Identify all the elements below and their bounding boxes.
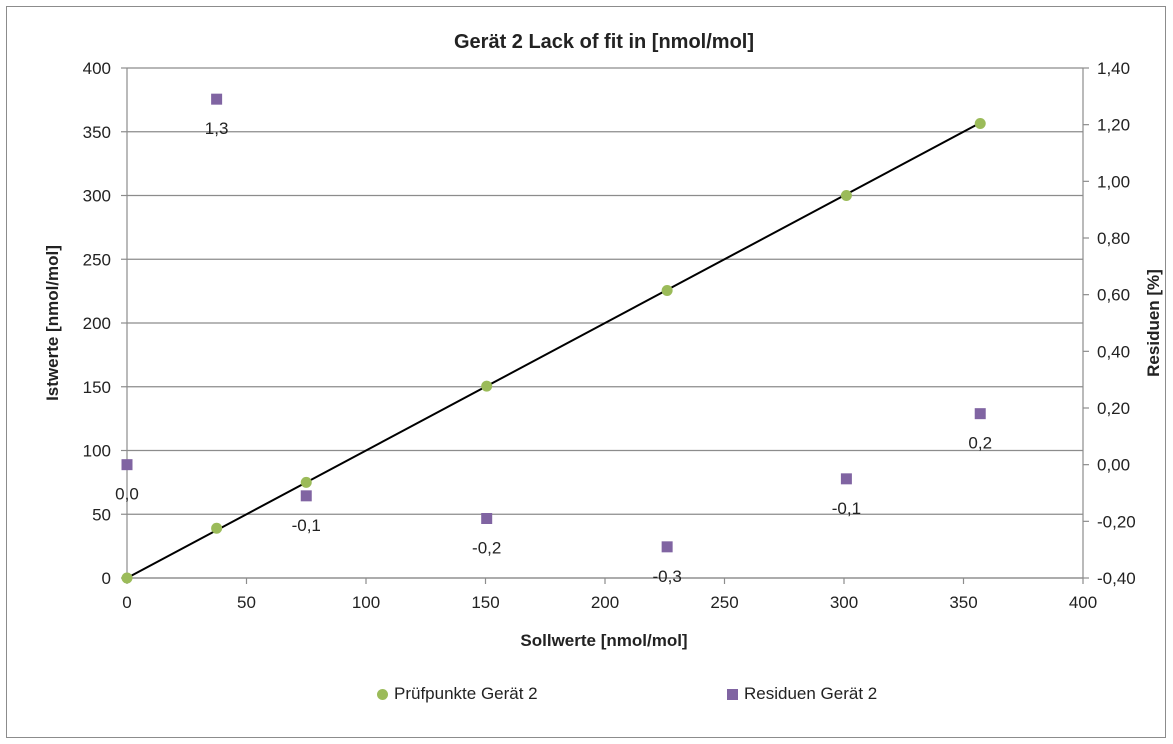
y2-tick-label: -0,20 [1097, 512, 1136, 531]
y-tick-label: 300 [83, 187, 111, 206]
point-pruefpunkte [300, 476, 312, 488]
y2-tick-label: 1,00 [1097, 172, 1130, 191]
y2-tick-label: -0,40 [1097, 569, 1136, 588]
x-tick-label: 150 [471, 593, 499, 612]
y2-tick-label: 0,00 [1097, 456, 1130, 475]
data-label-residuen: -0,3 [652, 567, 681, 586]
y-tick-label: 0 [102, 569, 111, 588]
x-tick-label: 350 [949, 593, 977, 612]
point-pruefpunkte [661, 284, 673, 296]
x-tick-label: 100 [352, 593, 380, 612]
point-pruefpunkte [840, 190, 852, 201]
point-pruefpunkte [481, 380, 493, 392]
fit-line [126, 121, 981, 579]
data-label-residuen: -0,2 [472, 539, 501, 558]
data-label-residuen: -0,1 [832, 499, 861, 518]
y-tick-label: 350 [83, 123, 111, 142]
chart-title: Gerät 2 Lack of fit in [nmol/mol] [454, 31, 754, 53]
point-pruefpunkte [211, 522, 223, 534]
x-tick-label: 400 [1069, 593, 1097, 612]
y-axis-title: Istwerte [nmol/mol] [43, 245, 62, 401]
y2-tick-label: 0,20 [1097, 399, 1130, 418]
point-pruefpunkte [974, 117, 986, 129]
data-label-residuen: -0,1 [292, 516, 321, 535]
y2-axis-title: Residuen [%] [1144, 269, 1163, 377]
y2-tick-label: 0,60 [1097, 286, 1130, 305]
point-residuen [974, 408, 986, 420]
point-residuen [840, 473, 852, 485]
point-residuen [121, 459, 133, 471]
y-tick-label: 50 [92, 505, 111, 524]
point-residuen [211, 93, 223, 105]
legend-square-marker [727, 688, 738, 700]
y-tick-label: 100 [83, 442, 111, 461]
legend-item-residuen: Residuen Gerät 2 [727, 684, 877, 704]
data-label-residuen: 0,0 [115, 485, 139, 504]
label-layer: 0,0 1,3 -0,1 -0,2 -0,3 -0,1 0,2 [115, 119, 992, 586]
y2-tick-label: 0,40 [1097, 342, 1130, 361]
data-label-residuen: 1,3 [205, 119, 229, 138]
legend-item-pruefpunkte: Prüfpunkte Gerät 2 [377, 684, 538, 704]
legend-label-residuen: Residuen Gerät 2 [744, 684, 878, 703]
x-tick-label: 300 [830, 593, 858, 612]
x-tick-label: 50 [237, 593, 256, 612]
legend-circle-marker [377, 688, 388, 700]
x-tick-label: 0 [122, 593, 131, 612]
data-label-residuen: 0,2 [968, 434, 992, 453]
x-tick-label: 250 [710, 593, 738, 612]
axis-layer: 050100150200250300350400-0,40-0,200,000,… [83, 59, 1136, 612]
y2-tick-label: 1,40 [1097, 59, 1130, 78]
y2-tick-label: 0,80 [1097, 229, 1130, 248]
y-tick-label: 200 [83, 314, 111, 333]
y-tick-label: 400 [83, 59, 111, 78]
y-tick-label: 250 [83, 250, 111, 269]
chart-frame [6, 6, 1166, 738]
legend-label-pruefpunkte: Prüfpunkte Gerät 2 [394, 684, 538, 703]
point-residuen [481, 513, 493, 524]
y2-tick-label: 1,20 [1097, 116, 1130, 135]
x-tick-label: 200 [591, 593, 619, 612]
y-tick-label: 150 [83, 378, 111, 397]
point-residuen [300, 490, 312, 502]
x-axis-title: Sollwerte [nmol/mol] [520, 631, 687, 650]
point-residuen [661, 541, 673, 553]
point-pruefpunkte [121, 572, 133, 584]
series-layer [121, 93, 986, 584]
